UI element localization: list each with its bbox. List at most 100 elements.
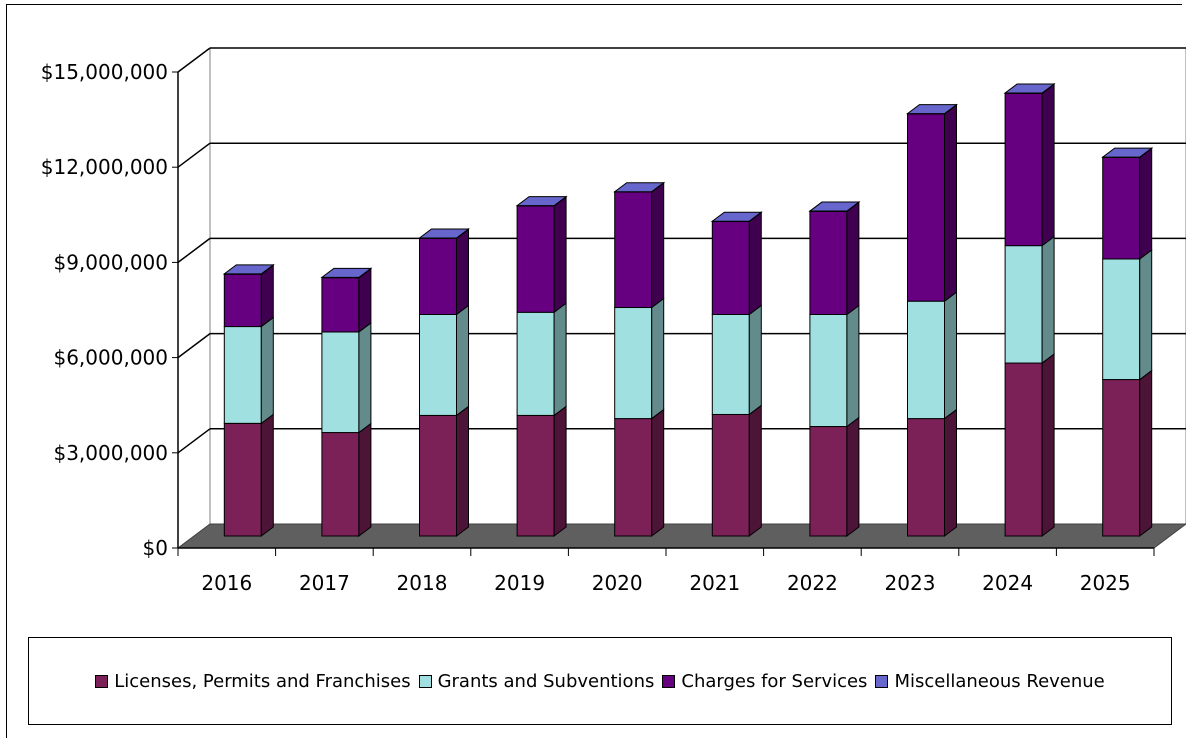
bar-segment-front [321,331,360,434]
y-tick-label: $3,000,000 [53,441,168,465]
x-axis-tick-labels: 2016 2017 2018 2019 2020 2021 2022 2023 2024 2025 [201,571,1130,595]
y-tick-label: $6,000,000 [53,346,168,370]
gridline-diagonal [177,333,211,359]
y-tick-label: $12,000,000 [41,155,168,179]
bar-top-cap [710,211,763,222]
bar-segment-front [1102,156,1141,260]
x-tick-label: 2020 [592,571,643,595]
bar-segment-side [846,416,860,537]
bar-segment-front [223,422,262,537]
legend-swatch-charges [662,674,676,688]
bar-stack-2025 [1101,147,1154,537]
bar-segment-side [748,211,762,316]
bar-segment-front [1004,245,1043,364]
legend-label-misc: Miscellaneous Revenue [894,670,1105,692]
bar-segment-front [614,191,653,309]
bar-segment-side [944,103,957,303]
bar-segment-side [553,302,567,417]
bar-top-cap [1101,147,1154,158]
bar-segment-side [358,422,372,537]
bar-segment-side [944,408,957,537]
bar-segment-side [846,201,860,316]
bar-segment-side [456,405,469,537]
bar-segment-side [1041,83,1055,247]
x-tick-label: 2023 [885,571,936,595]
bar-segment-side [1139,147,1153,260]
bar-top-cap [808,201,861,212]
legend-label-charges: Charges for Services [681,670,868,692]
bar-segment-side [1139,248,1153,381]
axes [172,71,1155,556]
bar-segment-front [809,210,848,316]
bar-segment-side [260,413,274,537]
bar-segment-side [358,321,372,434]
legend-item-licenses: Licenses, Permits and Franchises [95,670,411,692]
chart-frame [6,4,1182,738]
y-tick-label: $0 [143,536,168,560]
bar-segment-side [358,267,372,333]
bar-segment-side [1139,369,1153,537]
legend-swatch-grants [418,674,432,688]
bar-segment-front [809,426,848,537]
bar-segment-front [711,314,750,415]
bar-segment-front [907,300,945,420]
bar-top-cap [222,264,275,275]
bar-segment-front [223,273,262,328]
legend: Licenses, Permits and Franchises Grants … [28,637,1172,725]
bar-segment-side [260,316,274,425]
bar-segment-front [321,277,360,333]
gridline-diagonal [177,142,211,168]
stacked-bar-chart: $0 $3,000,000 $6,000,000 $9,000,000 $12,000,… [41,47,1186,595]
bar-segment-front [907,113,945,302]
bar-stack-2018 [418,228,470,537]
bar-segment-side [1041,235,1055,365]
bar-segment-side [651,297,665,420]
bar-segment-side [1041,353,1055,537]
bar-top-cap [418,228,470,239]
bar-segment-front [1102,379,1141,537]
bar-segment-side [260,264,274,328]
y-tick-label: $9,000,000 [53,250,168,274]
bar-segment-front [711,413,750,537]
x-tick-label: 2019 [494,571,545,595]
bar-segment-front [711,221,750,316]
bar-stack-2017 [320,267,373,537]
bar-stack-2016 [222,263,275,537]
y-tick-label: $15,000,000 [41,60,168,84]
bar-segment-front [614,418,653,537]
bar-segment-front [614,307,653,420]
bar-segment-side [944,291,957,420]
bar-segment-side [748,304,762,416]
bar-top-cap [515,196,568,207]
bar-segment-side [456,228,469,316]
legend-swatch-licenses [95,674,109,688]
bar-segment-front [223,326,262,424]
legend-item-misc: Miscellaneous Revenue [875,670,1105,692]
gridline-diagonal [177,428,211,454]
bar-top-cap [613,182,666,193]
bar-stack-2020 [613,181,666,537]
bar-stack-2021 [710,211,763,537]
x-tick-label: 2025 [1080,571,1131,595]
x-tick-label: 2018 [397,571,448,595]
bar-stack-2023 [906,103,958,537]
x-tick-label: 2024 [982,571,1033,595]
bar-segment-front [1004,92,1043,247]
legend-label-grants: Grants and Subventions [437,670,655,692]
gridline-diagonal [177,237,211,263]
bar-segment-front [516,414,555,537]
bar-segment-front [419,314,457,416]
bar-segment-front [1004,362,1043,537]
bar-segment-side [651,182,665,309]
x-tick-label: 2021 [689,571,740,595]
legend-label-licenses: Licenses, Permits and Franchises [114,670,411,692]
bar-top-cap [320,267,373,278]
y-axis-tick-labels: $0 $3,000,000 $6,000,000 $9,000,000 $12,000,… [41,60,168,560]
bar-segment-side [456,304,469,417]
bar-segment-front [907,418,945,537]
legend-item-grants: Grants and Subventions [418,670,655,692]
bar-top-cap [1003,83,1056,94]
bar-segment-front [321,432,360,537]
bar-segment-front [1102,258,1141,381]
bar-stack-2022 [808,201,861,537]
